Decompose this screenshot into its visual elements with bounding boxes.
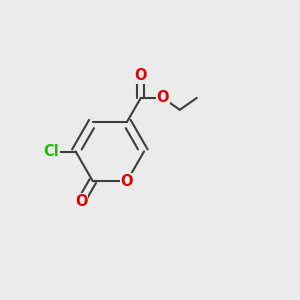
Text: O: O — [157, 90, 169, 105]
Text: Cl: Cl — [44, 144, 59, 159]
Text: O: O — [135, 68, 147, 83]
Text: O: O — [121, 174, 133, 189]
Text: O: O — [75, 194, 88, 208]
